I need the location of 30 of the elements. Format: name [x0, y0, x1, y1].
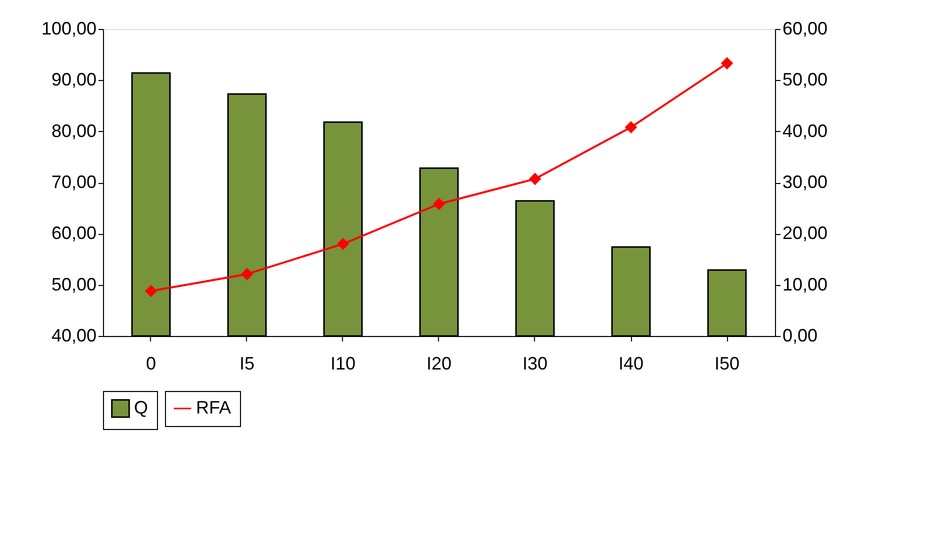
- y-tick-label: 80,00: [51, 120, 96, 141]
- y-tick-label: 70,00: [51, 172, 96, 192]
- x-tick-label: I5: [239, 354, 255, 374]
- x-tick-label: I40: [618, 354, 644, 374]
- point: [337, 238, 349, 250]
- x-tick-label: 0: [146, 354, 156, 374]
- y2-tick-label: 10,00: [782, 274, 828, 294]
- y2-tick-label: 60,00: [782, 18, 828, 38]
- y-tick-label: 40,00: [51, 326, 96, 346]
- point: [529, 173, 541, 185]
- y-tick-label: 100,00: [41, 18, 96, 38]
- y-tick-label: 90,00: [51, 70, 96, 90]
- x-tick-label: I10: [330, 354, 356, 374]
- y-tick-label: 50,00: [51, 274, 96, 294]
- y2-tick-label: 40,00: [782, 120, 828, 141]
- y2-tick-label: 20,00: [782, 223, 828, 244]
- y2-tick-label: 50,00: [782, 70, 828, 90]
- x-tick-label: I50: [714, 354, 740, 374]
- y2-tick-label: 0,00: [782, 326, 818, 346]
- legend-label: RFA: [196, 398, 232, 418]
- point: [145, 285, 157, 297]
- y2-tick-label: 30,00: [782, 172, 828, 192]
- point: [625, 121, 637, 133]
- point: [433, 198, 445, 210]
- point: [241, 268, 253, 280]
- y-tick-label: 60,00: [51, 223, 96, 244]
- point: [721, 58, 733, 70]
- legend-label: Q: [134, 398, 148, 418]
- x-tick-label: I30: [522, 354, 548, 374]
- x-tick-label: I20: [426, 354, 452, 374]
